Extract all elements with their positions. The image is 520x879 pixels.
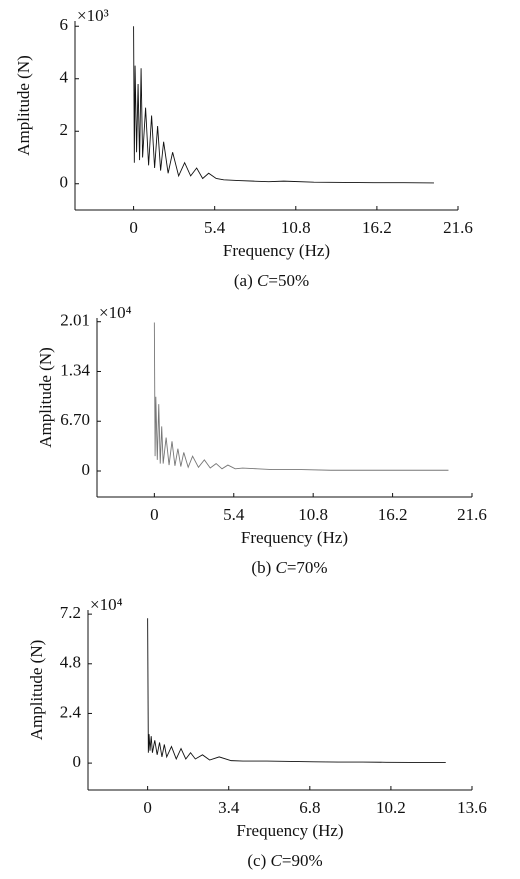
x-tick-label: 10.8 <box>281 218 311 237</box>
x-axis-label: Frequency (Hz) <box>236 821 343 840</box>
y-multiplier: ×10⁴ <box>90 595 123 614</box>
x-tick-label: 5.4 <box>204 218 226 237</box>
caption-part: C <box>275 558 287 577</box>
y-tick-label: 7.2 <box>60 603 81 622</box>
x-tick-label: 6.8 <box>299 798 320 817</box>
caption-part: =70% <box>287 558 328 577</box>
y-multiplier: ×10⁴ <box>99 303 132 322</box>
y-tick-label: 4.8 <box>60 653 81 672</box>
x-tick-label: 0 <box>143 798 152 817</box>
caption-part: (c) <box>247 851 270 870</box>
spectrum-line <box>147 618 446 763</box>
y-tick-label: 2.4 <box>60 702 82 721</box>
spectrum-line <box>133 26 434 184</box>
y-tick-label: 0 <box>73 752 82 771</box>
x-tick-label: 21.6 <box>443 218 473 237</box>
x-tick-label: 21.6 <box>457 505 487 524</box>
x-tick-label: 0 <box>150 505 159 524</box>
y-tick-label: 6 <box>60 15 69 34</box>
x-tick-label: 10.2 <box>376 798 406 817</box>
x-tick-label: 0 <box>129 218 138 237</box>
caption: (b) C=70% <box>251 558 327 577</box>
y-tick-label: 0 <box>82 460 91 479</box>
caption-part: =90% <box>282 851 323 870</box>
x-tick-label: 16.2 <box>378 505 408 524</box>
y-axis-label: Amplitude (N) <box>27 640 46 741</box>
y-axis-label: Amplitude (N) <box>36 347 55 448</box>
y-tick-label: 2 <box>60 120 69 139</box>
caption-part: (a) <box>234 271 257 290</box>
x-tick-label: 3.4 <box>218 798 240 817</box>
caption-part: (b) <box>251 558 275 577</box>
x-tick-label: 16.2 <box>362 218 392 237</box>
y-tick-label: 4 <box>60 68 69 87</box>
y-multiplier: ×10³ <box>77 6 109 25</box>
y-tick-label: 1.34 <box>60 360 90 379</box>
y-tick-label: 0 <box>60 173 69 192</box>
x-axis-label: Frequency (Hz) <box>241 528 348 547</box>
y-tick-label: 6.70 <box>60 410 90 429</box>
caption-part: C <box>257 271 269 290</box>
x-tick-label: 5.4 <box>223 505 245 524</box>
y-tick-label: 2.01 <box>60 311 90 330</box>
spectrum-line <box>153 322 449 471</box>
caption-part: =50% <box>268 271 309 290</box>
x-tick-label: 13.6 <box>457 798 487 817</box>
caption: (c) C=90% <box>247 851 322 870</box>
x-tick-label: 10.8 <box>298 505 328 524</box>
caption: (a) C=50% <box>234 271 309 290</box>
y-axis-label: Amplitude (N) <box>14 55 33 156</box>
caption-part: C <box>271 851 283 870</box>
x-axis-label: Frequency (Hz) <box>223 241 330 260</box>
